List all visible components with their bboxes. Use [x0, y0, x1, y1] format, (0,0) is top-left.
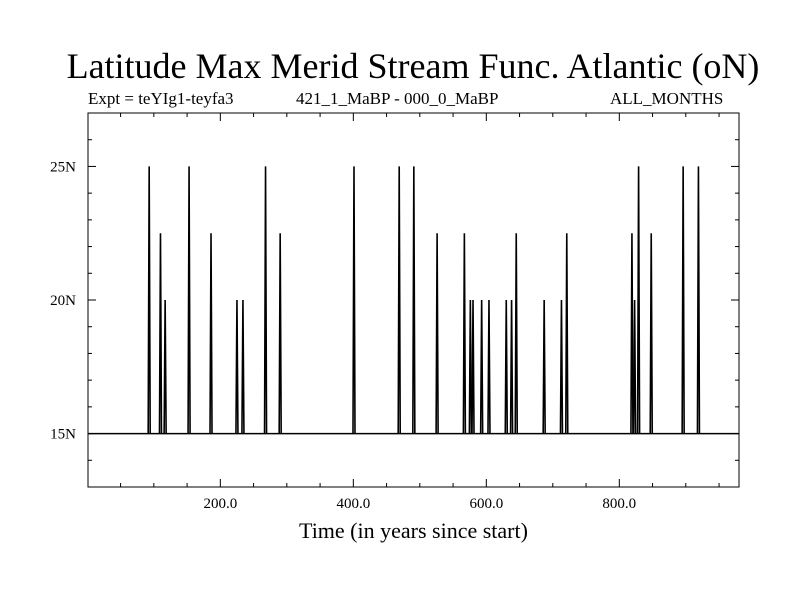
series-spike: [278, 233, 282, 434]
series-spike: [487, 299, 491, 434]
x-axis-label: Time (in years since start): [299, 518, 528, 543]
series-spike: [509, 299, 514, 434]
series-spike: [649, 233, 654, 434]
series-spike: [263, 166, 268, 434]
y-tick-label: 25N: [50, 159, 76, 175]
x-tick-label: 600.0: [469, 496, 503, 512]
y-tick-label: 20N: [50, 293, 76, 309]
series-spike: [163, 299, 167, 434]
series-spike: [681, 166, 685, 434]
series-spike: [468, 299, 473, 434]
x-tick-label: 200.0: [203, 496, 237, 512]
series-spike: [636, 166, 641, 434]
data-series: [88, 166, 739, 435]
series-spike: [352, 166, 356, 434]
x-tick-label: 800.0: [602, 496, 636, 512]
series-spike: [147, 166, 151, 434]
period-label: 421_1_MaBP - 000_0_MaBP: [296, 89, 499, 108]
series-spike: [158, 233, 163, 434]
series-spike: [542, 299, 546, 434]
series-spike: [559, 299, 564, 434]
x-tick-label: 400.0: [336, 496, 370, 512]
series-spike: [504, 299, 509, 434]
series-spike: [632, 299, 637, 434]
series-spike: [187, 166, 191, 434]
months-label: ALL_MONTHS: [610, 89, 724, 108]
series-spike: [435, 233, 439, 434]
series-spike: [471, 299, 475, 434]
series-spike: [514, 233, 519, 434]
experiment-label: Expt = teYIg1-teyfa3: [88, 89, 234, 108]
tick-labels: 200.0 400.0 600.0 800.0 15N 20N 25N: [50, 159, 636, 512]
series-spike: [241, 299, 245, 434]
series-spike: [564, 233, 569, 434]
series-spike: [696, 166, 701, 434]
series-spike: [235, 299, 239, 434]
chart-title: Latitude Max Merid Stream Func. Atlantic…: [66, 46, 760, 86]
series-spike: [397, 166, 402, 434]
series-spike: [462, 233, 467, 434]
series-spike: [479, 299, 484, 434]
series-spike: [412, 166, 416, 434]
series-spike: [630, 233, 634, 434]
y-tick-label: 15N: [50, 427, 76, 443]
series-spike: [209, 233, 213, 434]
